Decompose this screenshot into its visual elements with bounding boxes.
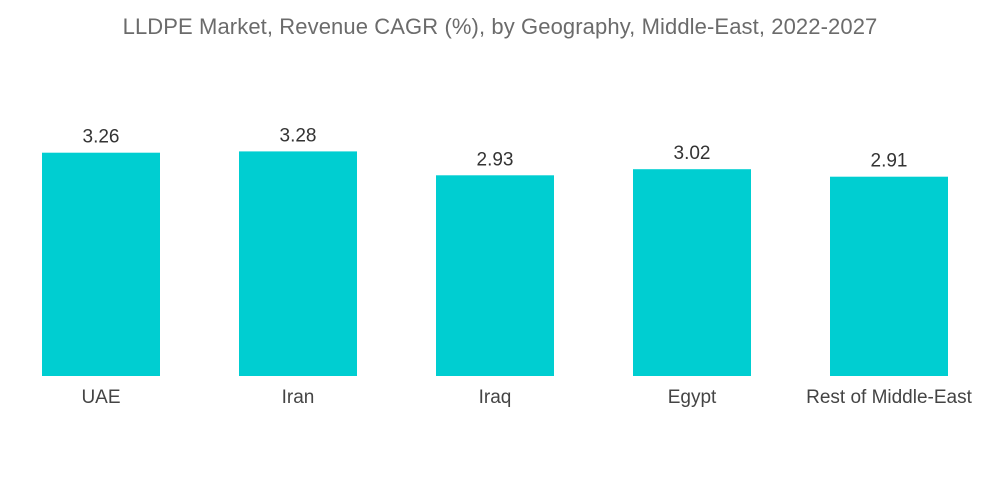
value-labels-group: 3.26 3.28 2.93 3.02 2.91 [83, 125, 908, 171]
chart-title: LLDPE Market, Revenue CAGR (%), by Geogr… [122, 14, 878, 39]
bar-iran [239, 151, 357, 376]
category-label: UAE [81, 387, 120, 408]
value-label: 3.28 [280, 125, 317, 146]
value-label: 2.93 [477, 149, 514, 170]
category-labels-group: UAE Iran Iraq Egypt Rest of Middle-East [81, 387, 972, 408]
bars-group [42, 151, 948, 376]
bar-uae [42, 152, 160, 376]
bar-egypt [633, 169, 751, 376]
bar-iraq [436, 175, 554, 376]
value-label: 3.02 [674, 143, 711, 164]
category-label: Egypt [668, 387, 717, 408]
category-label: Rest of Middle-East [806, 387, 973, 408]
category-label: Iraq [479, 387, 512, 408]
value-label: 3.26 [83, 127, 120, 148]
bar-rest-of-middle-east [830, 176, 948, 376]
value-label: 2.91 [871, 151, 908, 172]
category-label: Iran [282, 387, 315, 408]
